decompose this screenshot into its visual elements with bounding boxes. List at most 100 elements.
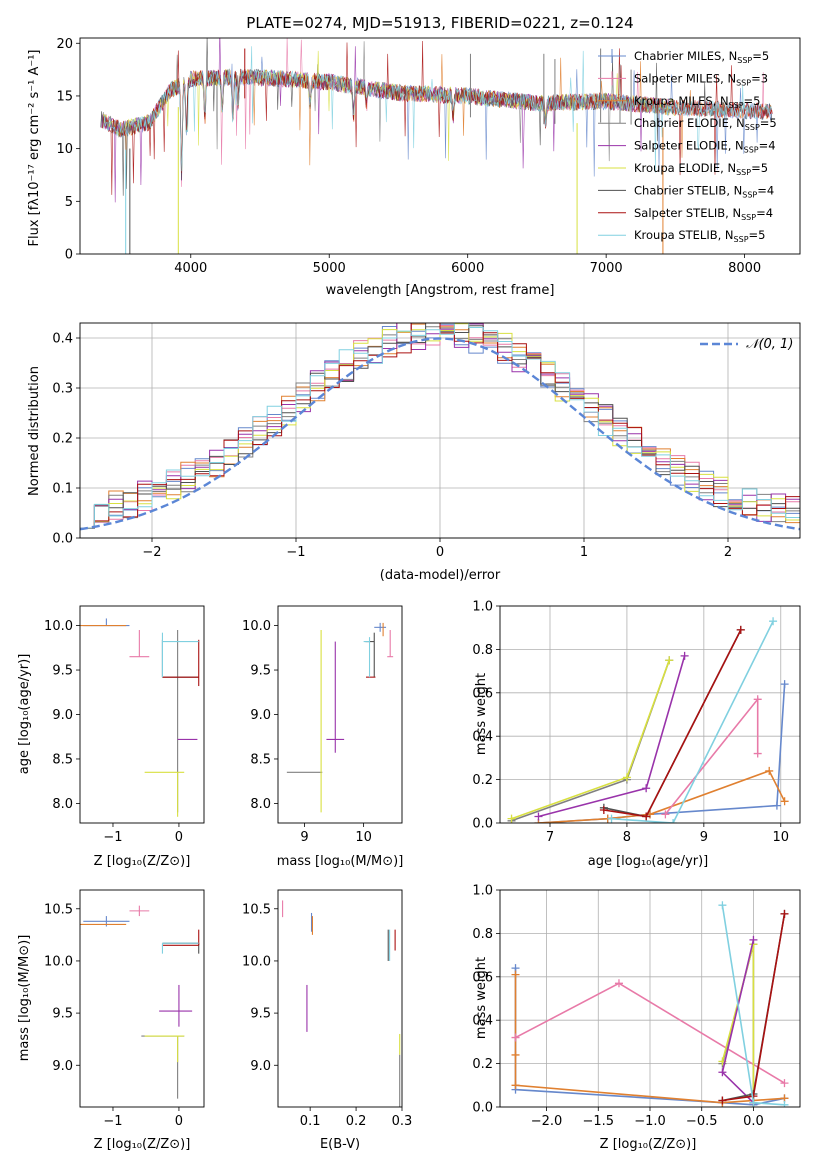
weight-marker	[622, 773, 631, 782]
weight-marker	[780, 680, 789, 689]
x-tick-label: 7000	[590, 261, 623, 276]
y-tick-label: 0.8	[472, 927, 493, 942]
z-age-panel: −1 0 8.0 8.5 9.0 9.5 10.0 Z [log₁₀(Z/Z⊙)] age …	[17, 605, 205, 869]
axes-frame	[79, 322, 801, 539]
spectrum-line	[102, 46, 773, 173]
y-tick-label: 0.8	[472, 643, 493, 658]
z-mass-xlabel: Z [log₁₀(Z/Z⊙)]	[94, 1137, 191, 1152]
spectrum-xlabel: wavelength [Angstrom, rest frame]	[326, 283, 555, 298]
legend-tail: =5	[752, 49, 769, 63]
x-tick-label: 10	[772, 830, 789, 845]
legend-sub: SSP	[729, 101, 744, 110]
y-tick-label: 9.5	[250, 664, 271, 679]
age-weight-ylabel: mass weight	[474, 673, 489, 755]
x-tick-label: −1	[103, 1114, 122, 1129]
weight-marker	[511, 1081, 520, 1090]
legend-label: Chabrier ELODIE, N	[634, 116, 745, 130]
weight-marker	[718, 1068, 727, 1077]
x-tick-label: 9	[300, 830, 308, 845]
weight-marker	[718, 1096, 727, 1105]
histogram-series	[80, 323, 800, 529]
y-tick-label: 0.0	[52, 532, 73, 547]
axes-frame	[79, 605, 205, 824]
z-mass-ylabel: mass [log₁₀(M/M⊙)]	[17, 935, 32, 1062]
x-tick-label: 0	[175, 830, 183, 845]
ebv-mass-panel: 0.1 0.2 0.3 9.0 9.5 10.0 10.5 E(B-V)	[242, 889, 412, 1152]
legend-tail: =3	[751, 71, 768, 85]
z-age-xlabel: Z [log₁₀(Z/Z⊙)]	[94, 854, 191, 869]
axes-frame	[277, 605, 403, 824]
weight-marker	[614, 979, 623, 988]
y-tick-label: 15	[56, 89, 73, 104]
y-tick-label: 0.6	[472, 686, 493, 701]
legend-sub: SSP	[736, 78, 751, 87]
legend-sub: SSP	[745, 123, 760, 132]
y-tick-label: 0	[65, 248, 73, 263]
legend-label: Chabrier MILES, N	[634, 49, 737, 63]
legend-sub: SSP	[744, 146, 759, 155]
x-tick-label: 2	[724, 545, 732, 560]
y-tick-label: 9.5	[250, 1007, 271, 1022]
y-tick-label: 9.5	[52, 1007, 73, 1022]
x-tick-label: 8000	[728, 261, 761, 276]
weight-marker	[511, 1050, 520, 1059]
y-tick-label: 9.0	[52, 708, 73, 723]
x-tick-label: 0.0	[743, 1114, 764, 1129]
y-tick-label: 8.5	[250, 752, 271, 767]
legend-entry: Chabrier STELIB, NSSP=4	[634, 183, 774, 199]
legend-tail: =5	[751, 161, 768, 175]
y-tick-label: 8.0	[250, 797, 271, 812]
z-weight-xlabel: Z [log₁₀(Z/Z⊙)]	[600, 1137, 697, 1152]
legend-label: Kroupa ELODIE, N	[634, 161, 736, 175]
y-tick-label: 0.4	[52, 332, 73, 347]
ebv-mass-xlabel: E(B-V)	[320, 1137, 360, 1152]
x-tick-label: 0.2	[346, 1114, 367, 1129]
y-tick-label: 5	[65, 195, 73, 210]
axes-frame	[499, 605, 801, 824]
legend-sub: SSP	[742, 190, 757, 199]
weight-marker	[765, 766, 774, 775]
z-mass-panel: −1 0 9.0 9.5 10.0 10.5 Z [log₁₀(Z/Z⊙)] mass […	[17, 889, 205, 1152]
residuals-panel: −2 −1 0 1 2 0.0 0.1 0.2 0.3 0.4 𝒩(0, 1) (data-mode…	[27, 322, 801, 583]
plot-area	[507, 617, 789, 823]
y-tick-label: 9.0	[250, 1059, 271, 1074]
weight-marker	[753, 695, 762, 704]
legend-entry: Chabrier ELODIE, NSSP=5	[634, 116, 777, 132]
y-tick-label: 0.2	[472, 773, 493, 788]
residuals-xlabel: (data-model)/error	[380, 568, 501, 583]
weight-marker	[534, 812, 543, 821]
z-weight-ylabel: mass weight	[474, 957, 489, 1039]
z-age-ylabel: age [log₁₀(age/yr)]	[17, 654, 32, 775]
y-tick-label: 8.5	[52, 752, 73, 767]
x-tick-label: −2	[142, 545, 161, 560]
legend-sub: SSP	[741, 213, 756, 222]
weight-marker	[507, 814, 516, 823]
weight-marker	[749, 1098, 758, 1107]
weight-marker	[772, 801, 781, 810]
spectrum-ylabel: Flux [fλ10⁻¹⁷ erg cm⁻² s⁻¹ A⁻¹]	[27, 50, 42, 247]
y-tick-label: 0.0	[472, 1101, 493, 1116]
y-tick-label: 0.4	[472, 730, 493, 745]
weight-marker	[749, 935, 758, 944]
plot-area	[511, 901, 789, 1107]
x-tick-label: 4000	[174, 261, 207, 276]
weight-marker	[665, 656, 674, 665]
legend-sub: SSP	[737, 56, 752, 65]
y-tick-label: 10	[56, 142, 73, 157]
weight-marker	[642, 812, 651, 821]
weight-marker	[599, 805, 608, 814]
y-tick-label: 0.2	[472, 1057, 493, 1072]
histogram-series	[80, 323, 800, 529]
normal-legend-label: 𝒩(0, 1)	[746, 337, 793, 352]
x-tick-label: 10	[355, 830, 372, 845]
legend-entry: Salpeter STELIB, NSSP=4	[634, 206, 773, 222]
x-tick-label: 5000	[313, 261, 346, 276]
x-tick-label: 0	[175, 1114, 183, 1129]
plot-area	[100, 38, 773, 254]
axes-frame	[277, 889, 403, 1108]
legend-label: Salpeter ELODIE, N	[634, 139, 744, 153]
x-tick-label: 6000	[451, 261, 484, 276]
legend-tail: =4	[759, 139, 776, 153]
legend-entry: Kroupa STELIB, NSSP=5	[634, 228, 765, 244]
